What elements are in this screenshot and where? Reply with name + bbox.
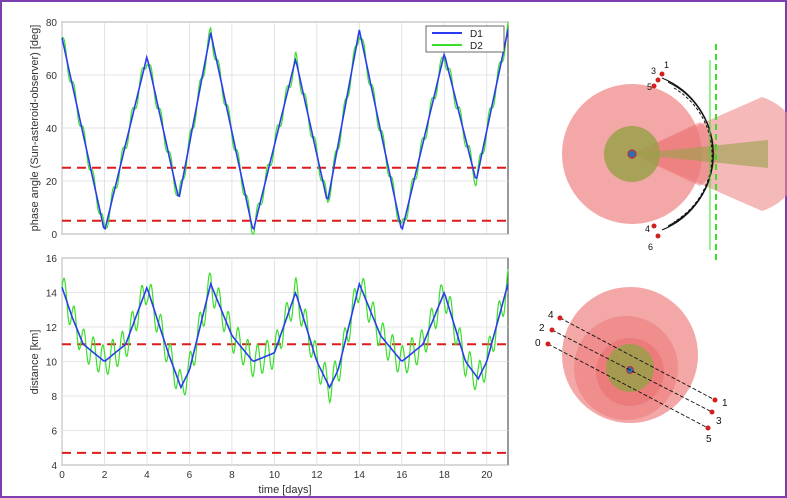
marker-label: 2: [539, 323, 545, 334]
center-marker: [627, 149, 637, 159]
y-tick-label: 60: [46, 71, 58, 82]
green-beam: [632, 140, 768, 168]
legend-d1-label: D1: [470, 29, 483, 40]
marker-point: [557, 315, 563, 321]
black-orbit-arc-3: [673, 87, 713, 223]
top-y-tick-labels: 0 20 40 60 80: [46, 18, 58, 241]
x-tick-label: 18: [439, 470, 451, 481]
marker-label: 3: [716, 416, 722, 427]
bottom-y-tick-labels: 4 6 8 10 12 14 16: [46, 254, 58, 472]
legend-d2-label: D2: [470, 41, 483, 52]
bottom-grid: [61, 257, 508, 466]
x-tick-label: 8: [229, 470, 235, 481]
marker-point: [655, 233, 661, 239]
marker-point: [709, 409, 715, 415]
top-y-axis-label: phase angle (Sun-asteroid-observer) [deg…: [29, 25, 41, 232]
marker-label: 4: [645, 224, 650, 234]
y-tick-label: 10: [46, 358, 58, 369]
y-tick-label: 8: [51, 392, 57, 403]
marker-label: 0: [535, 338, 541, 349]
x-tick-label: 6: [187, 470, 193, 481]
top-series: [61, 22, 509, 235]
y-tick-label: 16: [46, 254, 58, 265]
x-tick-label: 14: [354, 470, 366, 481]
bottom-distance-plot: 4 6 8 10 12 14 16 0 2 4 6 8 10 12 14 16 18 20 distance […: [29, 254, 509, 496]
marker-point: [651, 83, 657, 89]
line-of-sight: [547, 343, 709, 429]
legend-box: [425, 25, 505, 53]
line-of-sight: [559, 317, 716, 401]
x-tick-label: 2: [102, 470, 108, 481]
x-axis-label: time [days]: [258, 484, 311, 496]
marker-label: 3: [651, 66, 656, 76]
y-tick-label: 14: [46, 289, 58, 300]
x-tick-label: 12: [311, 470, 323, 481]
marker-point: [712, 397, 718, 403]
x-tick-label: 16: [396, 470, 408, 481]
marker-point: [655, 77, 661, 83]
legend: D1 D2: [425, 25, 505, 53]
y-tick-label: 40: [46, 124, 58, 135]
bottom-geometry-diagram: 4 2 0 1 3 5: [535, 287, 728, 445]
bottom-y-axis-label: distance [km]: [29, 330, 41, 395]
top-grid: [61, 21, 508, 235]
top-phase-angle-plot: 0 20 40 60 80 phase angle (Sun-asteroid-obse…: [29, 18, 509, 241]
marker-point: [659, 71, 665, 77]
series-line-d1: [61, 281, 509, 390]
top-geometry-diagram: 1 3 5 4 6: [562, 44, 787, 262]
marker-point: [651, 223, 657, 229]
y-tick-label: 6: [51, 427, 57, 438]
y-tick-label: 80: [46, 18, 58, 29]
x-tick-label: 4: [144, 470, 150, 481]
marker-point: [549, 327, 555, 333]
marker-point: [545, 341, 551, 347]
series-line-d1: [61, 29, 509, 231]
marker-label: 6: [648, 242, 653, 252]
y-tick-label: 20: [46, 177, 58, 188]
marker-point: [705, 425, 711, 431]
black-orbit-arc-2: [667, 81, 714, 227]
y-tick-label: 12: [46, 323, 58, 334]
marker-label: 1: [664, 60, 669, 70]
y-tick-label: 0: [51, 230, 57, 241]
bottom-x-tick-labels: 0 2 4 6 8 10 12 14 16 18 20: [59, 470, 493, 481]
marker-label: 1: [722, 398, 728, 409]
marker-label: 5: [647, 82, 652, 92]
x-tick-label: 0: [59, 470, 65, 481]
marker-label: 5: [706, 434, 712, 445]
x-tick-label: 20: [481, 470, 493, 481]
y-tick-label: 4: [51, 461, 57, 472]
x-tick-label: 10: [269, 470, 281, 481]
marker-label: 4: [548, 310, 554, 321]
bottom-series: [61, 269, 509, 405]
